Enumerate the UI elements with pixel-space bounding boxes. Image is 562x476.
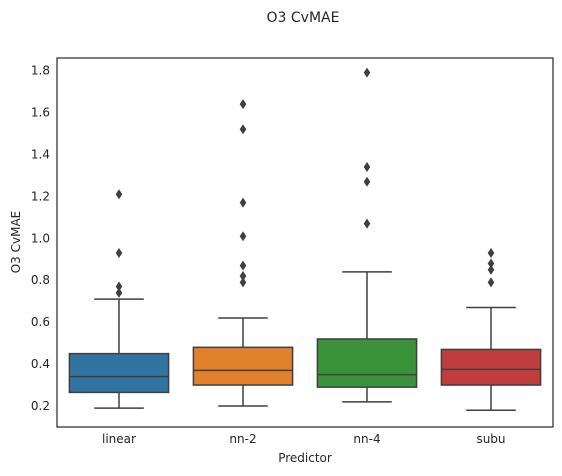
box-nn-4 bbox=[316, 67, 418, 403]
box-nn-2 bbox=[192, 99, 294, 407]
chart-title: O3 CvMAE bbox=[267, 10, 340, 26]
box-iqr bbox=[440, 348, 542, 386]
y-tick-label: 1.2 bbox=[31, 189, 50, 203]
outlier-point bbox=[115, 189, 123, 200]
y-tick-label: 0.4 bbox=[31, 357, 50, 371]
outlier-point bbox=[363, 176, 371, 187]
outlier-point bbox=[239, 99, 247, 110]
box-iqr bbox=[316, 338, 418, 388]
outlier-point bbox=[115, 287, 123, 298]
y-tick-label: 0.6 bbox=[31, 315, 50, 329]
x-tick-label: nn-4 bbox=[353, 432, 380, 446]
outlier-point bbox=[239, 197, 247, 208]
y-axis-label: O3 CvMAE bbox=[9, 211, 23, 274]
y-tick-label: 0.2 bbox=[31, 399, 50, 413]
outlier-point bbox=[487, 258, 495, 269]
outlier-point bbox=[363, 218, 371, 229]
plot-frame bbox=[56, 57, 554, 428]
outlier-point bbox=[363, 162, 371, 173]
outlier-point bbox=[239, 277, 247, 288]
outlier-point bbox=[115, 247, 123, 258]
y-tick-label: 1.6 bbox=[31, 106, 50, 120]
outlier-point bbox=[239, 231, 247, 242]
outlier-point bbox=[239, 124, 247, 135]
outlier-point bbox=[487, 277, 495, 288]
box-iqr bbox=[68, 352, 170, 394]
outlier-point bbox=[487, 264, 495, 275]
x-tick-label: linear bbox=[102, 432, 136, 446]
y-tick-label: 0.8 bbox=[31, 273, 50, 287]
x-axis-label: Predictor bbox=[278, 451, 332, 465]
box-linear bbox=[68, 189, 170, 409]
box-subu bbox=[440, 247, 542, 411]
y-tick-label: 1.8 bbox=[31, 64, 50, 78]
outlier-point bbox=[239, 260, 247, 271]
box-iqr bbox=[192, 346, 294, 386]
outlier-point bbox=[239, 271, 247, 282]
plot-area: 0.2 0.4 0.6 0.8 1.0 1.2 1.4 1.6 1.8 linear nn-2 nn-… bbox=[31, 64, 542, 446]
outlier-point bbox=[115, 281, 123, 292]
outlier-point bbox=[363, 67, 371, 78]
x-tick-label: subu bbox=[476, 432, 505, 446]
x-tick-label: nn-2 bbox=[229, 432, 256, 446]
y-tick-label: 1.0 bbox=[31, 231, 50, 245]
y-tick-label: 1.4 bbox=[31, 147, 50, 161]
outlier-point bbox=[487, 247, 495, 258]
